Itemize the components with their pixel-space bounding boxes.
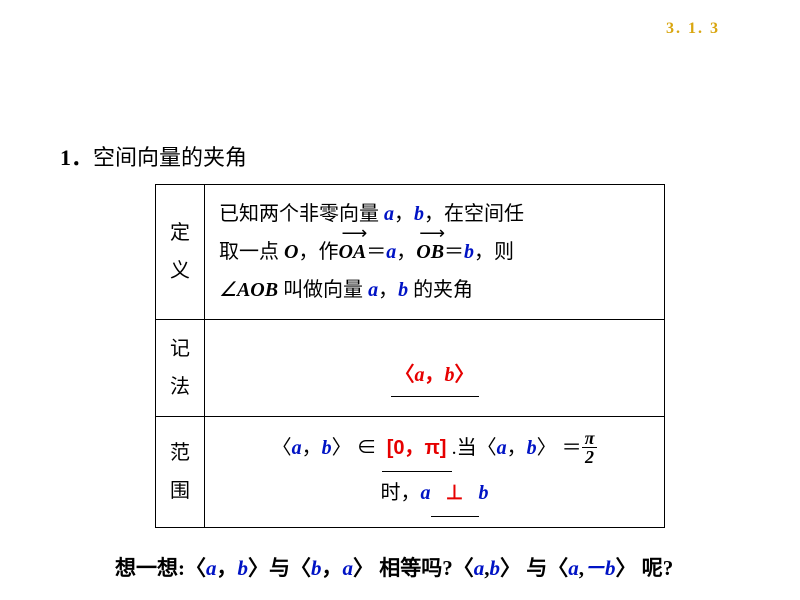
vec-a: a bbox=[384, 203, 394, 225]
t: ， bbox=[322, 556, 343, 580]
numerator: π bbox=[582, 429, 598, 448]
t: 的夹角 bbox=[408, 279, 473, 301]
t: ， bbox=[425, 364, 445, 386]
t: 与 bbox=[269, 556, 290, 580]
angle-notation: 〈a，b〉 bbox=[391, 356, 479, 397]
t: 叫做向量 bbox=[278, 279, 368, 301]
vec-b: b bbox=[398, 279, 408, 301]
t: ＝ bbox=[562, 437, 582, 459]
heading-text: 空间向量的夹角 bbox=[93, 145, 247, 170]
t: ， bbox=[378, 279, 398, 301]
t: 〈 bbox=[290, 556, 311, 580]
vec-a: a bbox=[343, 556, 354, 580]
t: ， bbox=[396, 241, 416, 263]
t: 〉 bbox=[248, 556, 269, 580]
vec-negb: －b bbox=[584, 556, 616, 580]
vec-b: b bbox=[527, 437, 537, 459]
vec-a: a bbox=[415, 364, 425, 386]
t: 〈 bbox=[547, 556, 568, 580]
point-O: O bbox=[284, 241, 298, 263]
t: OA bbox=[338, 241, 366, 263]
question-label: 想一想: bbox=[115, 556, 185, 580]
vec-b: b bbox=[445, 364, 455, 386]
row-range-body: 〈a，b〉 ∈ [0，π].当〈a，b〉 ＝π2 时，a⊥b bbox=[205, 417, 665, 528]
t: 〈 bbox=[453, 556, 474, 580]
vec-b: b bbox=[322, 437, 332, 459]
page-number: 3. 1. 3 bbox=[666, 20, 720, 38]
t: 〈 bbox=[395, 364, 415, 386]
t: 〉 bbox=[332, 437, 352, 459]
vec-b: b bbox=[238, 556, 249, 580]
interval-value: [0，π] bbox=[382, 427, 452, 472]
vec-a: a bbox=[474, 556, 485, 580]
vec-a: a bbox=[368, 279, 378, 301]
slide-content: 1．空间向量的夹角 定义 已知两个非零向量 a，b，在空间任 取一点 O，作⟶O… bbox=[60, 140, 740, 582]
heading-index: 1． bbox=[60, 145, 93, 170]
vec-a: a bbox=[292, 437, 302, 459]
t: 〉 bbox=[353, 556, 374, 580]
row-range-label: 范围 bbox=[156, 417, 205, 528]
vector-OB: ⟶OB bbox=[416, 233, 444, 271]
section-heading: 1．空间向量的夹角 bbox=[60, 140, 740, 172]
t: ＝ bbox=[366, 241, 386, 263]
t: 相等吗? bbox=[379, 556, 453, 580]
definition-table: 定义 已知两个非零向量 a，b，在空间任 取一点 O，作⟶OA＝a，⟶OB＝b，… bbox=[155, 184, 665, 528]
vec-b: b bbox=[479, 482, 489, 504]
row-notation-label: 记法 bbox=[156, 320, 205, 417]
arrow-icon: ⟶ bbox=[338, 229, 366, 237]
vec-a: a bbox=[568, 556, 579, 580]
vec-b: b bbox=[490, 556, 501, 580]
t: 取一点 bbox=[219, 241, 284, 263]
denominator: 2 bbox=[582, 448, 598, 466]
perp-symbol: ⊥ bbox=[431, 472, 479, 517]
pi-over-2: π2 bbox=[582, 429, 598, 466]
t: 〈 bbox=[272, 437, 292, 459]
t: ， bbox=[394, 203, 414, 225]
angle-sym: ∠ bbox=[219, 279, 237, 301]
t: ，作 bbox=[298, 241, 338, 263]
t: ， bbox=[302, 437, 322, 459]
t: 呢? bbox=[642, 556, 674, 580]
t: 〉 bbox=[455, 364, 475, 386]
t: ， bbox=[507, 437, 527, 459]
t: ，在空间任 bbox=[424, 203, 524, 225]
t: 〉 bbox=[500, 556, 521, 580]
angle-AOB: AOB bbox=[237, 279, 278, 301]
vec-a: a bbox=[386, 241, 396, 263]
t: 〉 bbox=[537, 437, 557, 459]
t: ＝ bbox=[444, 241, 464, 263]
row-definition-body: 已知两个非零向量 a，b，在空间任 取一点 O，作⟶OA＝a，⟶OB＝b，则 ∠… bbox=[205, 185, 665, 320]
think-question: 想一想:〈a，b〉与〈b，a〉 相等吗?〈a,b〉 与〈a,－b〉 呢? bbox=[115, 552, 740, 582]
t: 〈 bbox=[477, 437, 497, 459]
vector-OA: ⟶OA bbox=[338, 233, 366, 271]
vec-b: b bbox=[311, 556, 322, 580]
t: ，则 bbox=[474, 241, 514, 263]
t: OB bbox=[416, 241, 444, 263]
t: ， bbox=[217, 556, 238, 580]
t: 〉 bbox=[616, 556, 637, 580]
vec-b: b bbox=[414, 203, 424, 225]
arrow-icon: ⟶ bbox=[416, 229, 444, 237]
t: 时， bbox=[381, 482, 421, 504]
vec-b: b bbox=[464, 241, 474, 263]
row-notation-body: 〈a，b〉 bbox=[205, 320, 665, 417]
t: 已知两个非零向量 bbox=[219, 203, 384, 225]
vec-a: a bbox=[497, 437, 507, 459]
t: 与 bbox=[526, 556, 547, 580]
vec-a: a bbox=[206, 556, 217, 580]
row-definition-label: 定义 bbox=[156, 185, 205, 320]
t: 〈 bbox=[185, 556, 206, 580]
t: 当 bbox=[457, 437, 477, 459]
vec-a: a bbox=[421, 482, 431, 504]
t: ∈ bbox=[352, 437, 382, 459]
